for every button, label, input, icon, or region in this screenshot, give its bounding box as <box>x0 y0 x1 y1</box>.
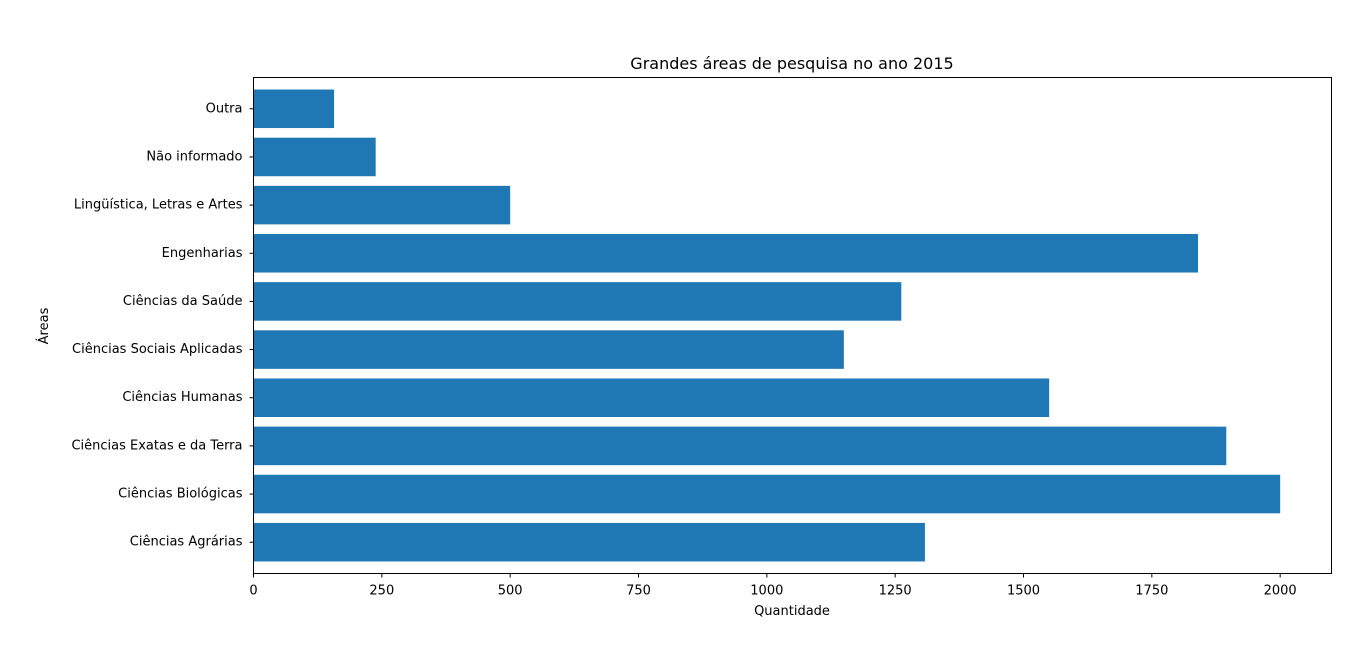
y-tick-label: Outra <box>206 101 243 116</box>
bar <box>253 282 902 321</box>
x-tick-label: 1250 <box>879 584 912 599</box>
y-tick-label: Não informado <box>146 149 242 164</box>
bar <box>253 522 925 562</box>
y-tick-label: Engenharias <box>162 246 243 261</box>
bars-layer <box>253 89 1281 562</box>
bar <box>253 426 1227 466</box>
chart-title: Grandes áreas de pesquisa no ano 2015 <box>630 54 953 73</box>
x-tick-label: 250 <box>369 584 394 599</box>
x-axis-label: Quantidade <box>754 604 830 619</box>
bar <box>253 330 844 369</box>
bar <box>253 378 1050 417</box>
bar <box>253 89 335 129</box>
x-tick-label: 500 <box>498 584 523 599</box>
bar <box>253 474 1281 514</box>
x-tick-label: 1750 <box>1135 584 1168 599</box>
bar <box>253 137 376 177</box>
bar <box>253 234 1199 273</box>
x-tick-label: 1000 <box>750 584 783 599</box>
x-axis-ticks: 0 250 500 750 1000 1250 1500 1750 2000 <box>249 573 1297 599</box>
y-tick-label: Ciências Sociais Aplicadas <box>72 342 243 357</box>
y-axis-label: Áreas <box>36 307 52 344</box>
y-tick-label: Ciências Agrárias <box>130 535 243 550</box>
x-tick-label: 1500 <box>1007 584 1040 599</box>
y-tick-label: Ciências Exatas e da Terra <box>71 438 242 453</box>
x-tick-label: 750 <box>626 584 651 599</box>
x-tick-label: 0 <box>249 584 257 599</box>
bar <box>253 185 511 225</box>
plot-frame <box>253 77 1332 574</box>
y-tick-label: Ciências Biológicas <box>118 487 243 502</box>
y-tick-label: Lingüística, Letras e Artes <box>74 198 243 213</box>
y-tick-label: Ciências Humanas <box>122 390 242 405</box>
y-tick-label: Ciências da Saúde <box>123 294 243 309</box>
x-tick-label: 2000 <box>1264 584 1297 599</box>
y-axis-ticks: Ciências Agrárias Ciências Biológicas Ciên… <box>71 101 254 550</box>
